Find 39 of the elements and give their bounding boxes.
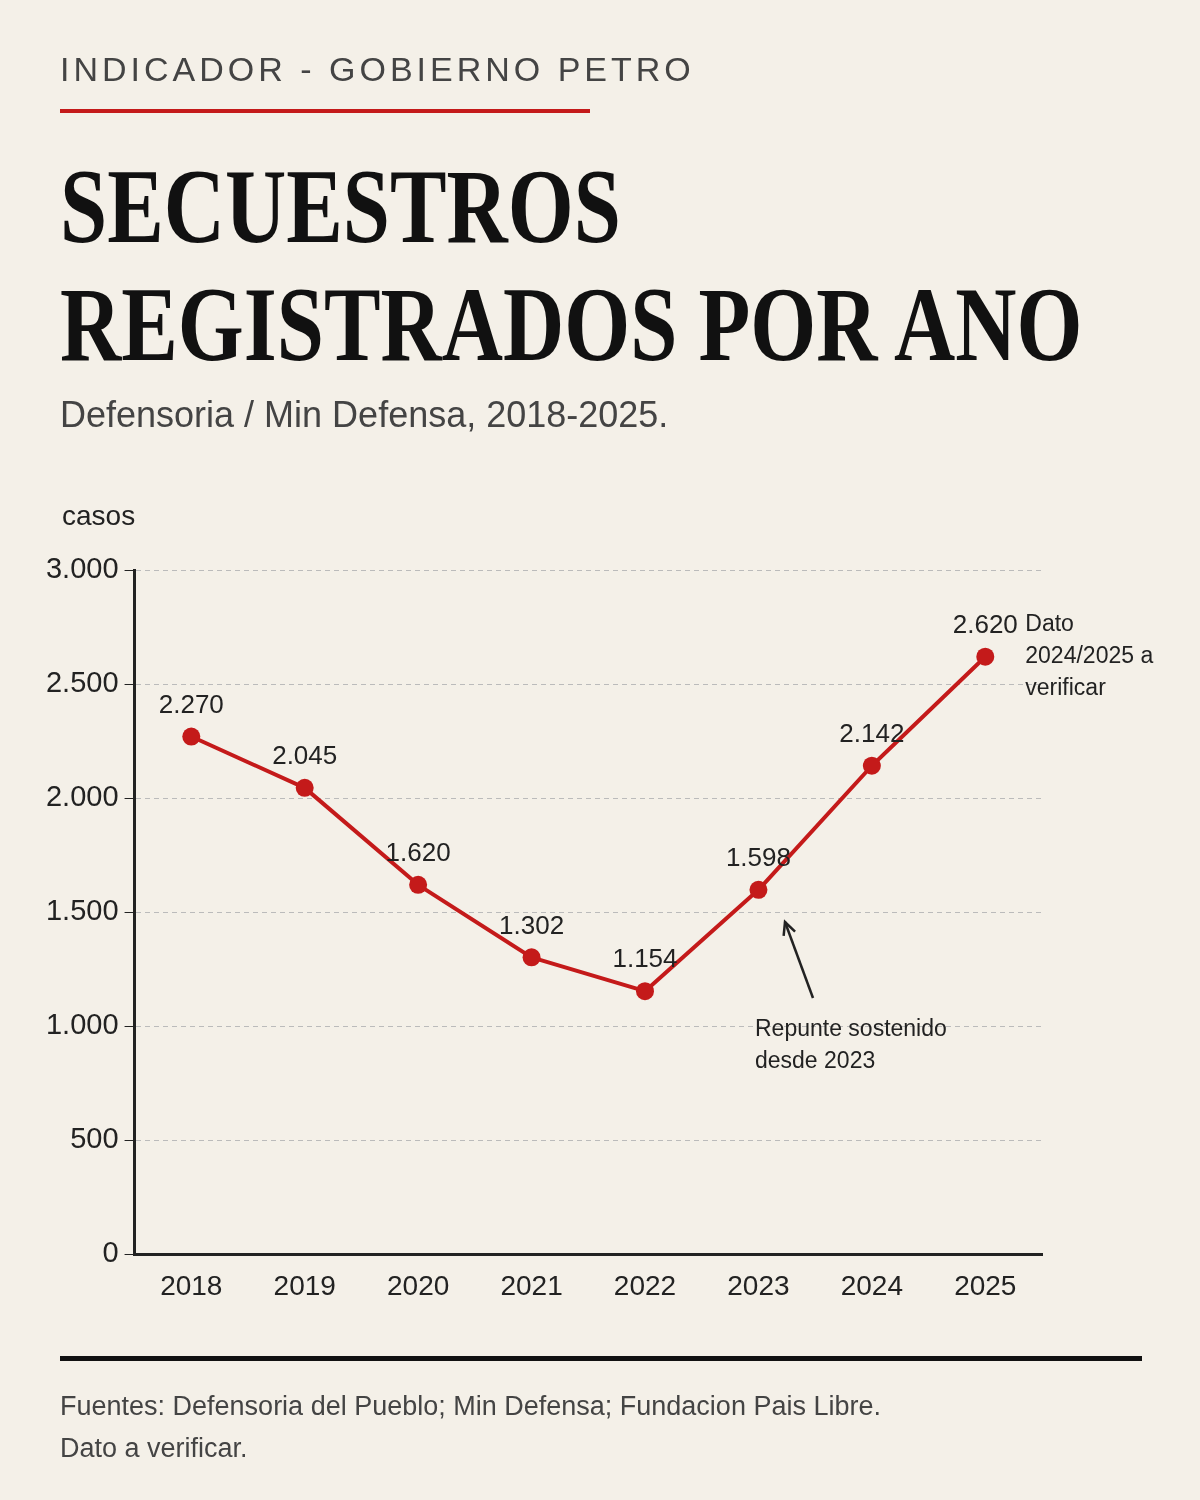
source-note: Fuentes: Defensoria del Pueblo; Min Defensa; Fundacion Pais Libre. xyxy=(60,1391,881,1421)
y-tick-label: 3.000 xyxy=(45,552,119,584)
chart-title: SECUESTROS REGISTRADOS POR ANO xyxy=(60,148,1084,384)
x-tick-label: 2021 xyxy=(500,1269,563,1301)
point xyxy=(976,647,995,666)
point xyxy=(182,727,201,746)
x-tick-label: 2019 xyxy=(273,1269,336,1301)
x-tick-label: 2018 xyxy=(160,1269,223,1301)
x-tick-label: 2024 xyxy=(840,1269,904,1301)
point xyxy=(862,756,881,775)
y-tick-label: 2.000 xyxy=(45,780,119,813)
x-tick-label: 2020 xyxy=(386,1269,450,1301)
point xyxy=(295,778,314,797)
text: 1.620 xyxy=(385,837,451,867)
point xyxy=(522,948,541,967)
x-tick-label: 2023 xyxy=(727,1269,790,1301)
y-tick-label: 2.500 xyxy=(45,666,119,699)
text: 1.302 xyxy=(499,909,565,940)
y-axis-title: casos xyxy=(62,500,136,532)
text: INDICADOR - GOBIERNO PETRO xyxy=(60,50,695,89)
y-tick-label: 0 xyxy=(102,1236,119,1269)
y-tick-label: 1.000 xyxy=(45,1008,119,1041)
text: 1.598 xyxy=(725,842,791,873)
text: 1.154 xyxy=(612,943,678,974)
y-tick-label: 1.500 xyxy=(45,894,119,927)
text: 2.045 xyxy=(272,740,338,771)
point xyxy=(749,880,768,899)
text: 2.142 xyxy=(839,717,905,748)
point xyxy=(409,875,428,894)
y-tick-label: 500 xyxy=(70,1122,119,1155)
annotation: Dato 2024/2025 a verificar xyxy=(1025,608,1155,702)
x-tick-label: 2025 xyxy=(954,1269,1017,1301)
x-tick-label: 2022 xyxy=(613,1269,677,1301)
text: Dato a verificar. xyxy=(60,1433,248,1463)
text: 2.270 xyxy=(158,688,224,719)
point xyxy=(636,982,654,1001)
text: 2.620 xyxy=(952,608,1018,639)
chart-subtitle: Defensoria / Min Defensa, 2018-2025. xyxy=(60,394,669,436)
annotation: Repunte sostenido desde 2023 xyxy=(755,1014,948,1075)
